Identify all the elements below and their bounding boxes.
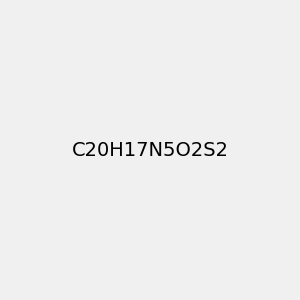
Text: C20H17N5O2S2: C20H17N5O2S2 xyxy=(71,140,229,160)
